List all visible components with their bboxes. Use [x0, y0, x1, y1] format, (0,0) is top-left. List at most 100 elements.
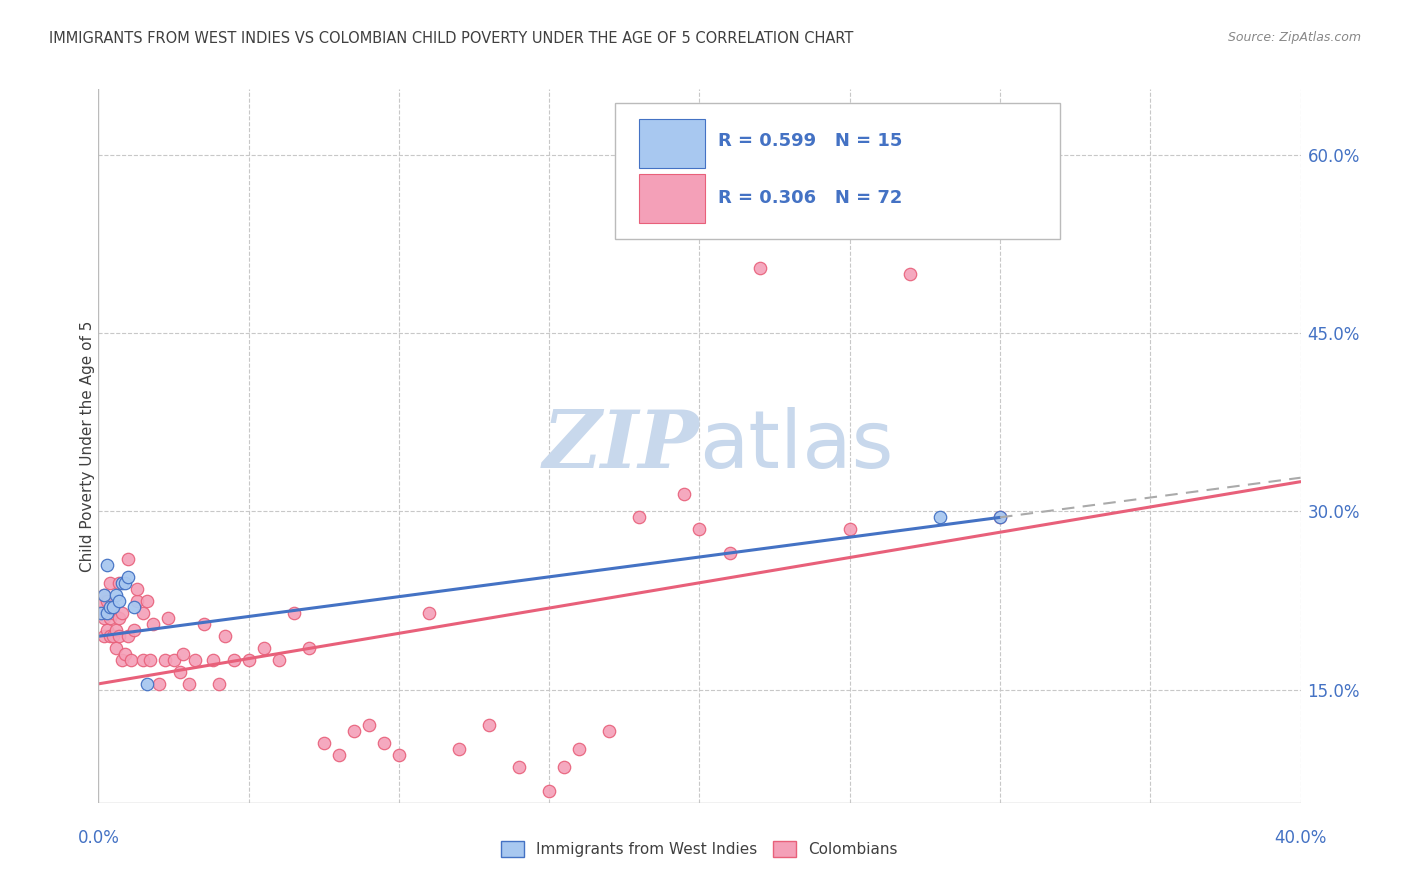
Point — [103, 606, 125, 620]
Point — [177, 677, 200, 691]
Point — [100, 599, 122, 614]
Point — [201, 653, 224, 667]
Point — [100, 611, 122, 625]
Point — [628, 510, 651, 524]
Point — [103, 599, 125, 614]
Point — [553, 760, 575, 774]
Point — [172, 647, 194, 661]
Legend: Immigrants from West Indies, Colombians: Immigrants from West Indies, Colombians — [495, 835, 904, 863]
Point — [508, 760, 530, 774]
Point — [343, 724, 366, 739]
Point — [96, 593, 118, 607]
Point — [214, 629, 236, 643]
Point — [148, 677, 170, 691]
Point — [96, 558, 118, 572]
Point — [162, 653, 184, 667]
Point — [169, 665, 191, 679]
Point — [111, 653, 134, 667]
Point — [568, 742, 591, 756]
Point — [267, 653, 290, 667]
Point — [105, 588, 128, 602]
Point — [222, 653, 245, 667]
Point — [388, 748, 411, 763]
Point — [108, 611, 131, 625]
Point — [673, 486, 696, 500]
Point — [988, 510, 1011, 524]
Point — [298, 641, 321, 656]
Point — [114, 575, 136, 590]
Point — [238, 653, 260, 667]
Point — [105, 624, 128, 638]
Point — [124, 599, 146, 614]
Point — [718, 546, 741, 560]
Point — [90, 606, 112, 620]
Point — [93, 588, 115, 602]
Point — [478, 718, 501, 732]
Point — [156, 611, 179, 625]
Point — [538, 784, 561, 798]
Point — [124, 624, 146, 638]
Text: atlas: atlas — [700, 407, 894, 485]
Point — [100, 629, 122, 643]
Point — [138, 653, 160, 667]
Point — [373, 736, 395, 750]
Point — [103, 629, 125, 643]
Point — [689, 522, 711, 536]
Point — [193, 617, 215, 632]
Point — [90, 593, 112, 607]
Point — [105, 641, 128, 656]
Text: 0.0%: 0.0% — [77, 829, 120, 847]
Point — [132, 606, 155, 620]
Point — [132, 653, 155, 667]
Point — [96, 606, 118, 620]
Point — [93, 588, 115, 602]
Point — [108, 575, 131, 590]
Point — [898, 267, 921, 281]
Point — [183, 653, 205, 667]
Point — [153, 653, 176, 667]
Text: R = 0.599   N = 15: R = 0.599 N = 15 — [717, 132, 901, 150]
Point — [121, 653, 143, 667]
Point — [988, 510, 1011, 524]
Point — [328, 748, 350, 763]
Point — [748, 260, 770, 275]
Text: 40.0%: 40.0% — [1274, 829, 1327, 847]
Point — [447, 742, 470, 756]
Point — [108, 629, 131, 643]
Point — [114, 647, 136, 661]
Point — [598, 724, 620, 739]
Point — [357, 718, 380, 732]
Point — [96, 624, 118, 638]
Point — [117, 552, 139, 566]
FancyBboxPatch shape — [616, 103, 1060, 239]
Point — [117, 629, 139, 643]
Point — [93, 629, 115, 643]
Point — [96, 606, 118, 620]
Point — [108, 593, 131, 607]
Text: IMMIGRANTS FROM WEST INDIES VS COLOMBIAN CHILD POVERTY UNDER THE AGE OF 5 CORREL: IMMIGRANTS FROM WEST INDIES VS COLOMBIAN… — [49, 31, 853, 46]
Point — [418, 606, 440, 620]
Text: R = 0.306   N = 72: R = 0.306 N = 72 — [717, 189, 901, 207]
Point — [135, 677, 157, 691]
Point — [838, 522, 860, 536]
Point — [312, 736, 335, 750]
Text: Source: ZipAtlas.com: Source: ZipAtlas.com — [1227, 31, 1361, 45]
Point — [135, 593, 157, 607]
Point — [111, 575, 134, 590]
Point — [253, 641, 276, 656]
Point — [127, 582, 149, 596]
Y-axis label: Child Poverty Under the Age of 5: Child Poverty Under the Age of 5 — [80, 320, 94, 572]
Point — [117, 570, 139, 584]
Point — [90, 606, 112, 620]
Point — [283, 606, 305, 620]
FancyBboxPatch shape — [640, 120, 706, 168]
Point — [111, 606, 134, 620]
Text: ZIP: ZIP — [543, 408, 700, 484]
Point — [929, 510, 952, 524]
Point — [141, 617, 163, 632]
Point — [127, 593, 149, 607]
Point — [100, 575, 122, 590]
FancyBboxPatch shape — [640, 174, 706, 223]
Point — [93, 611, 115, 625]
Point — [208, 677, 231, 691]
